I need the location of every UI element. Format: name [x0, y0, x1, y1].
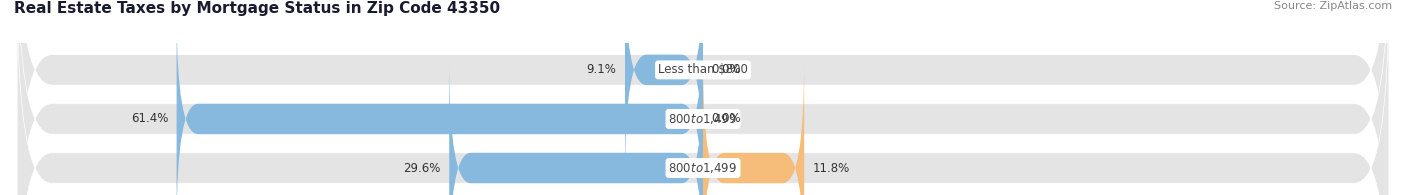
Text: Source: ZipAtlas.com: Source: ZipAtlas.com	[1274, 1, 1392, 11]
Text: $800 to $1,499: $800 to $1,499	[668, 112, 738, 126]
Text: 29.6%: 29.6%	[404, 161, 440, 175]
Text: 61.4%: 61.4%	[131, 113, 169, 125]
Text: Less than $800: Less than $800	[658, 63, 748, 76]
Text: 9.1%: 9.1%	[586, 63, 616, 76]
FancyBboxPatch shape	[17, 0, 1389, 195]
FancyBboxPatch shape	[626, 0, 703, 177]
FancyBboxPatch shape	[17, 0, 1389, 195]
Text: $800 to $1,499: $800 to $1,499	[668, 161, 738, 175]
Text: Real Estate Taxes by Mortgage Status in Zip Code 43350: Real Estate Taxes by Mortgage Status in …	[14, 1, 501, 16]
FancyBboxPatch shape	[177, 12, 703, 195]
Text: 11.8%: 11.8%	[813, 161, 851, 175]
Text: 0.0%: 0.0%	[711, 113, 741, 125]
Text: 0.0%: 0.0%	[711, 63, 741, 76]
FancyBboxPatch shape	[450, 61, 703, 195]
FancyBboxPatch shape	[703, 61, 804, 195]
FancyBboxPatch shape	[17, 0, 1389, 195]
